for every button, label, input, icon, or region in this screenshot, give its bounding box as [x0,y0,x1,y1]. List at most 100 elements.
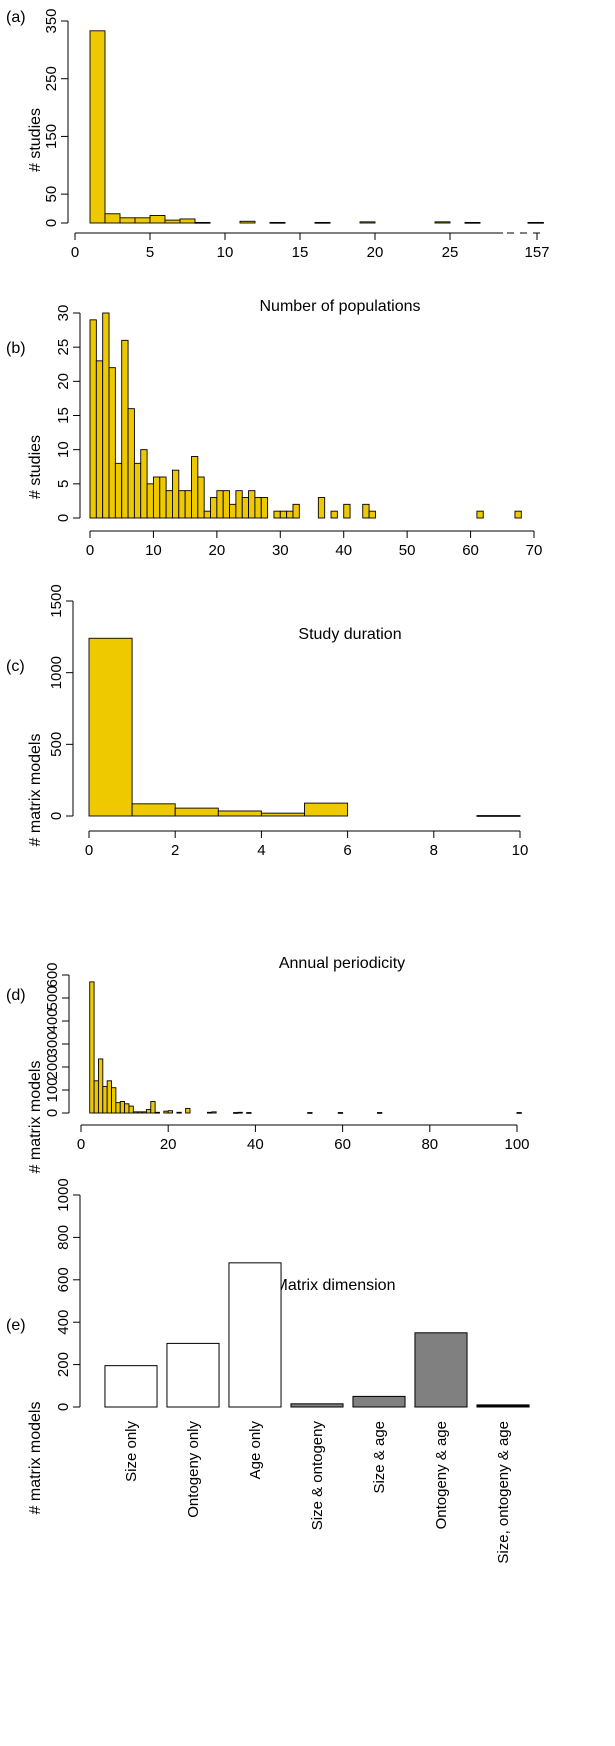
x-tick-label-a-1: 5 [146,244,154,261]
y-tick-label-a-3: 250 [43,66,60,91]
category-label-e-4: Size & age [371,1421,388,1494]
y-tick-label-d-4: 400 [44,1008,61,1033]
bar-e-1 [166,1342,220,1408]
y-tick-label-a-2: 150 [43,124,60,149]
y-tick-label-b-4: 20 [55,373,72,390]
x-axis-label-a: Number of populations [260,298,421,315]
bar-e-4 [352,1395,406,1408]
x-tick-label-d-4: 80 [421,1136,438,1153]
panel-label-d: (d) [6,987,26,1004]
y-tick-label-d-1: 100 [44,1077,61,1102]
bar-b-1 [95,360,104,519]
bar-e-5 [414,1332,468,1408]
bar-d-12 [141,1111,147,1114]
bar-c-2 [174,807,219,817]
x-tick-label-a-3: 15 [292,244,309,261]
y-tick-label-e-0: 0 [55,1403,72,1411]
bar-d-17 [167,1110,174,1114]
x-axis-b: 0 10 20 30 40 50 60 70 [86,530,542,559]
x-axis-label-b: Study duration [298,626,401,643]
bar-b-18 [203,510,211,519]
bar-b-11 [159,476,167,519]
bar-b-33 [330,510,338,519]
bars-d [89,981,522,1114]
bar-d-23 [237,1111,243,1114]
bar-b-37 [476,510,484,519]
bar-b-36 [368,510,376,519]
y-tick-label-d-0: 0 [44,1109,61,1117]
y-axis-label-c: # matrix models [27,734,44,847]
bar-b-20 [216,490,224,519]
bar-d-15 [154,1111,160,1114]
y-tick-label-d-5: 500 [44,985,61,1010]
bar-b-24 [241,497,250,519]
bars-a [89,30,544,224]
y-tick-label-b-1: 5 [55,480,72,488]
category-label-e-3: Size & ontogeny [309,1421,326,1531]
bar-b-3 [108,367,116,519]
y-axis-label-a: # studies [27,108,44,172]
x-tick-label-b-6: 60 [462,542,479,559]
y-axis-e: 0 200 400 600 800 1000 [55,1178,81,1411]
bar-a-6 [179,218,196,224]
bar-b-38 [514,510,522,519]
x-axis-e: Size only Ontogeny only Age only Size & ont… [123,1421,512,1564]
bar-d-4 [106,1080,112,1114]
x-tick-label-b-2: 20 [209,542,226,559]
bar-d-27 [377,1112,383,1114]
bar-d-6 [115,1102,121,1114]
bar-b-31 [292,503,300,519]
y-axis-b: 0 5 10 15 20 25 30 [55,305,81,522]
bar-a-11 [359,221,376,224]
bar-a-0 [89,30,106,224]
y-tick-label-b-6: 30 [55,305,72,322]
x-axis-a: 0 5 10 15 20 25 157 [71,232,550,261]
x-tick-label-d-0: 0 [77,1136,85,1153]
bars-b [89,312,522,519]
bar-d-26 [337,1112,344,1114]
bar-c-0 [88,637,133,817]
x-tick-label-b-3: 30 [272,542,289,559]
bar-b-21 [222,490,230,519]
y-tick-label-e-4: 800 [55,1225,72,1250]
x-tick-label-b-5: 50 [399,542,416,559]
bar-b-16 [191,456,199,519]
y-tick-label-b-3: 15 [55,407,72,424]
bar-b-32 [317,497,326,519]
bar-e-6 [476,1404,530,1408]
x-tick-label-d-2: 40 [247,1136,264,1153]
y-tick-label-b-2: 10 [55,441,72,458]
bar-b-5 [121,339,129,519]
bar-a-12 [434,221,451,224]
y-axis-c: 0 500 1000 1500 [48,584,74,820]
bars-c [88,637,521,817]
bar-b-9 [146,483,154,519]
bar-a-10 [314,221,331,224]
bar-b-4 [114,462,123,519]
bar-d-1 [93,1080,99,1114]
bar-d-5 [111,1087,117,1114]
y-axis-a: 0 50 150 250 350 [43,8,69,227]
panel-label-e: (e) [6,1317,26,1334]
bar-e-3 [290,1403,344,1408]
y-tick-label-c-0: 0 [48,812,65,820]
bar-b-26 [254,497,262,519]
x-axis-label-d: Matrix dimension [275,1277,396,1294]
bar-b-27 [260,497,269,519]
bar-b-8 [140,449,148,519]
x-tick-label-b-0: 0 [86,542,94,559]
bar-e-2 [228,1262,282,1408]
x-tick-label-b-1: 10 [145,542,162,559]
x-tick-label-c-1: 2 [171,842,179,859]
x-tick-label-d-3: 60 [334,1136,351,1153]
x-tick-label-c-3: 6 [343,842,351,859]
x-axis-d: 0 20 40 60 80 100 [77,1124,530,1153]
bar-c-3 [217,810,262,817]
y-tick-label-e-2: 400 [55,1310,72,1335]
y-axis-label-b: # studies [27,435,44,499]
y-tick-label-b-0: 0 [55,514,72,522]
bar-b-0 [89,319,97,519]
y-tick-label-a-4: 350 [43,8,60,33]
